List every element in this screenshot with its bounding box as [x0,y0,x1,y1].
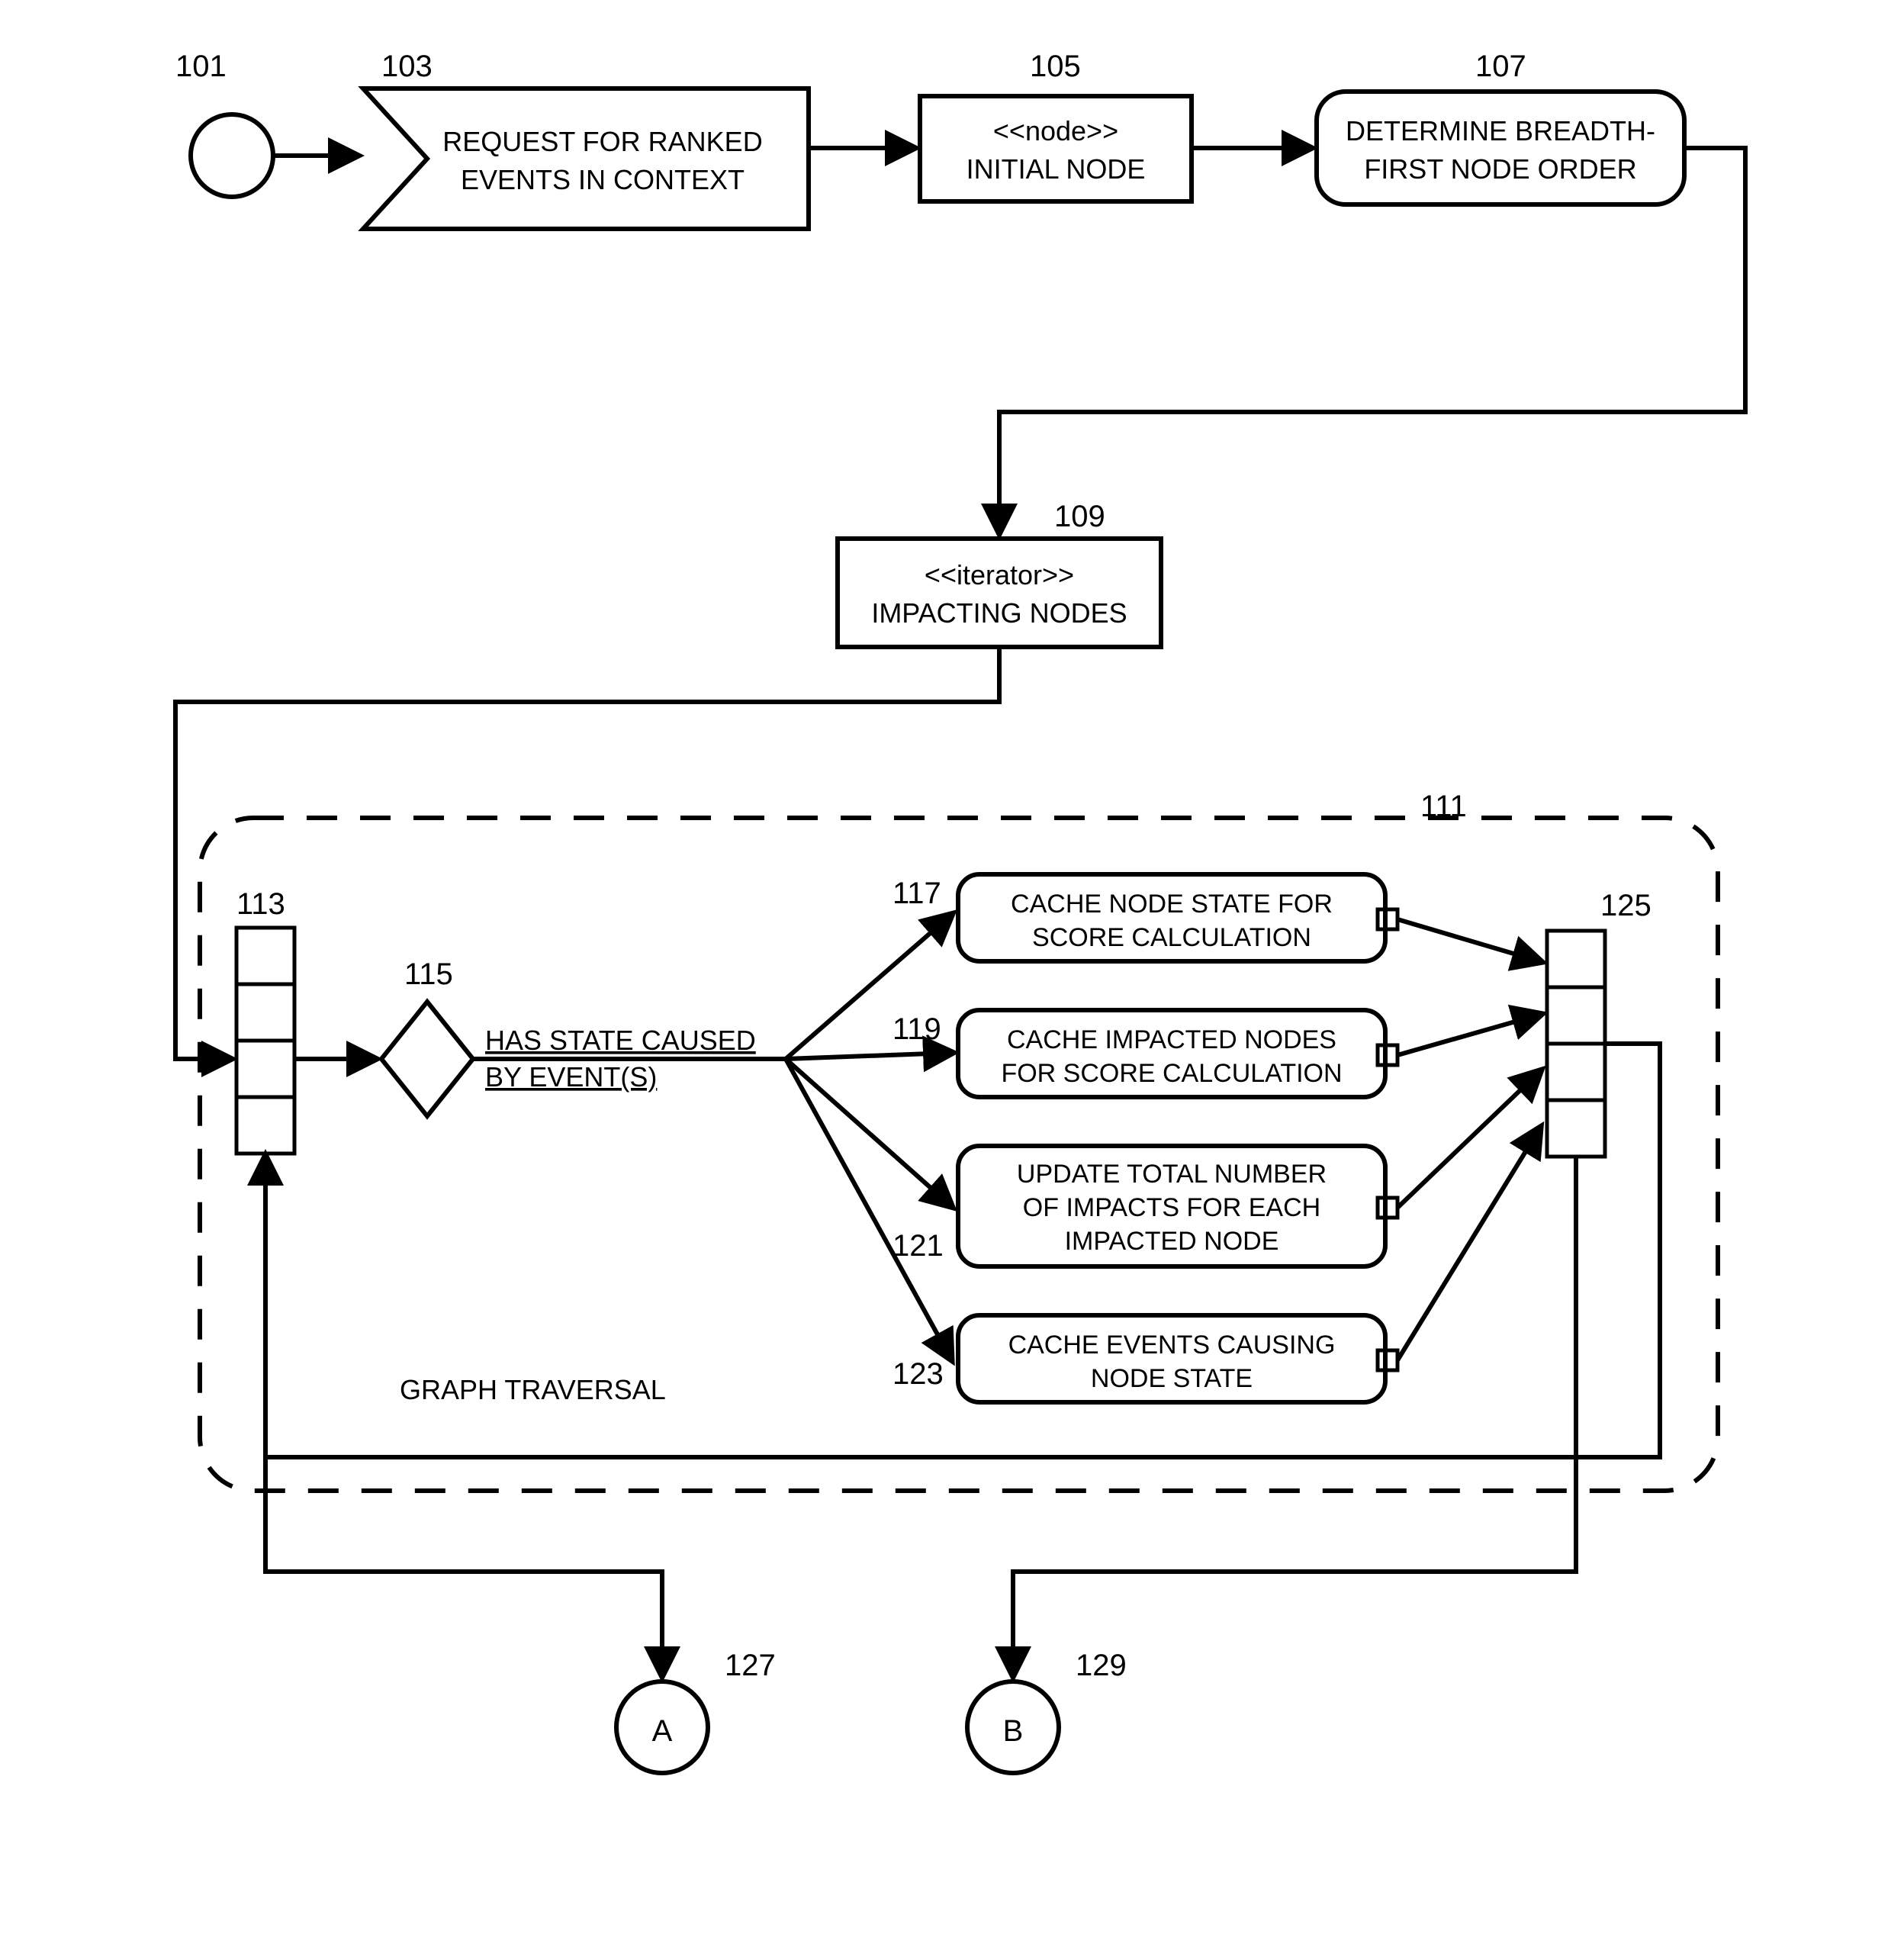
flag-request [363,88,809,229]
label-125: 125 [1600,889,1652,922]
label-121: 121 [892,1229,944,1263]
label-129: 129 [1076,1649,1127,1682]
label-115: 115 [404,957,453,991]
edge-117-125 [1397,919,1539,961]
edge-113-a [265,1154,662,1674]
label-123: 123 [892,1357,944,1391]
rect-iterator [838,539,1161,647]
edge-109-113 [175,647,999,1059]
diamond-has-state [381,1002,473,1116]
initial-node-text2: INITIAL NODE [966,153,1146,185]
n119-text1: CACHE IMPACTED NODES [1007,1025,1336,1054]
stack-right [1547,931,1605,1157]
region-caption: GRAPH TRAVERSAL [400,1374,666,1405]
n123-text2: NODE STATE [1091,1364,1253,1393]
bfs-text1: DETERMINE BREADTH- [1346,115,1655,146]
edge-to-123 [786,1059,950,1358]
flag-request-text1: REQUEST FOR RANKED [442,126,762,157]
label-107: 107 [1475,50,1526,83]
label-105: 105 [1030,50,1081,83]
n121-text3: IMPACTED NODE [1065,1227,1279,1256]
connector-b-letter: B [1003,1714,1024,1748]
edge-to-119 [786,1053,950,1059]
edge-to-121 [786,1059,950,1205]
label-117: 117 [892,877,941,910]
rr-bfs [1317,92,1684,204]
diamond-text2: BY EVENT(S) [485,1061,657,1093]
diamond-text1: HAS STATE CAUSED [485,1025,756,1056]
label-111: 111 [1420,790,1467,823]
iterator-text2: IMPACTING NODES [871,597,1127,629]
flag-request-text2: EVENTS IN CONTEXT [461,164,745,195]
edge-119-125 [1397,1015,1539,1055]
label-127: 127 [725,1649,776,1682]
flowchart-diagram: 101 REQUEST FOR RANKED EVENTS IN CONTEXT… [0,0,1904,1934]
n117-text2: SCORE CALCULATION [1032,923,1311,952]
iterator-text1: <<iterator>> [925,559,1074,590]
label-113: 113 [236,887,285,921]
initial-node-text1: <<node>> [993,115,1118,146]
n117-text1: CACHE NODE STATE FOR [1011,890,1333,919]
edge-121-125 [1397,1072,1539,1208]
n119-text2: FOR SCORE CALCULATION [1001,1059,1342,1088]
label-103: 103 [381,50,433,83]
stack-left [236,928,294,1154]
edge-123-125 [1397,1129,1539,1360]
bfs-text2: FIRST NODE ORDER [1364,153,1636,185]
n123-text1: CACHE EVENTS CAUSING [1008,1331,1336,1360]
rect-initial-node [920,96,1192,201]
n121-text1: UPDATE TOTAL NUMBER [1017,1160,1327,1189]
n121-text2: OF IMPACTS FOR EACH [1023,1193,1320,1222]
start-circle [191,114,273,197]
label-119: 119 [892,1012,941,1046]
label-109: 109 [1054,500,1105,533]
label-101: 101 [175,50,227,83]
connector-a-letter: A [652,1714,673,1748]
